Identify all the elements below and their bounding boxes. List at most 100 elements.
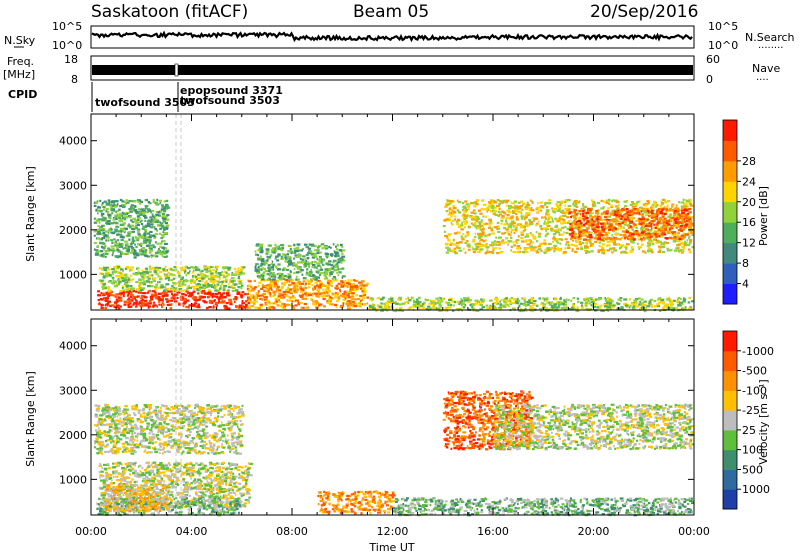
data-cell-p0-r0 bbox=[165, 250, 169, 253]
data-cell-p0-r7 bbox=[676, 298, 679, 301]
data-cell-p0-r5 bbox=[688, 251, 692, 254]
data-cell-p0-r5 bbox=[487, 233, 490, 237]
data-cell-p0-r5 bbox=[539, 242, 543, 245]
data-cell-p0-r6 bbox=[642, 213, 644, 216]
data-cell-p0-r0 bbox=[163, 255, 167, 258]
data-cell-p0-r2 bbox=[208, 270, 212, 273]
data-cell-p0-r7 bbox=[508, 298, 512, 301]
data-cell-p0-r6 bbox=[628, 212, 632, 215]
data-cell-p0-r5 bbox=[637, 246, 641, 249]
data-cell-p0-r3 bbox=[269, 293, 272, 296]
data-cell-p0-r7 bbox=[660, 299, 664, 302]
data-cell-p0-r5 bbox=[625, 247, 628, 250]
data-cell-p0-r3 bbox=[302, 280, 306, 283]
data-cell-p0-r1 bbox=[238, 305, 241, 308]
data-cell-p0-r3 bbox=[330, 303, 334, 306]
data-cell-p0-r1 bbox=[202, 290, 205, 293]
data-cell-p0-r5 bbox=[589, 218, 592, 221]
data-cell-p0-r2 bbox=[201, 269, 204, 272]
data-cell-p0-r4 bbox=[333, 250, 336, 253]
data-cell-p0-r3 bbox=[304, 297, 308, 300]
data-cell-p0-r7 bbox=[549, 308, 553, 311]
data-cell-p0-r5 bbox=[462, 233, 465, 236]
data-cell-p0-r3 bbox=[347, 283, 351, 286]
data-cell-p0-r5 bbox=[544, 220, 546, 223]
data-cell-p0-r4 bbox=[257, 249, 261, 252]
data-cell-p0-r5 bbox=[506, 209, 511, 212]
data-cell-p0-r5 bbox=[445, 202, 448, 205]
data-cell-p0-r4 bbox=[257, 254, 259, 257]
data-cell-p0-r3 bbox=[346, 294, 350, 297]
data-cell-p0-r5 bbox=[480, 238, 484, 242]
data-cell-p0-r5 bbox=[487, 226, 491, 229]
data-cell-p0-r2 bbox=[230, 285, 233, 288]
data-cell-p0-r2 bbox=[130, 266, 134, 269]
nave-dots: .... bbox=[756, 72, 769, 83]
data-cell-p0-r6 bbox=[600, 226, 604, 229]
data-cell-p0-r3 bbox=[347, 279, 350, 282]
data-cell-p0-r5 bbox=[594, 240, 598, 243]
data-cell-p0-r0 bbox=[130, 224, 135, 227]
data-cell-p0-r4 bbox=[271, 260, 274, 263]
data-cell-p0-r2 bbox=[238, 282, 243, 285]
data-cell-p0-r2 bbox=[198, 279, 201, 283]
data-cell-p0-r5 bbox=[488, 218, 492, 221]
data-cell-p0-r7 bbox=[610, 304, 612, 307]
data-cell-p0-r2 bbox=[235, 273, 239, 277]
data-cell-p0-r4 bbox=[289, 269, 292, 273]
data-cell-p0-r5 bbox=[474, 247, 479, 250]
data-cell-p0-r2 bbox=[192, 266, 197, 269]
data-cell-p0-r6 bbox=[671, 208, 675, 211]
data-cell-p0-r4 bbox=[314, 255, 318, 258]
data-cell-p0-r5 bbox=[558, 209, 561, 212]
data-cell-p0-r7 bbox=[438, 304, 442, 307]
data-cell-p0-r6 bbox=[609, 220, 611, 223]
data-cell-p0-r7 bbox=[489, 299, 493, 302]
data-cell-p0-r5 bbox=[613, 211, 616, 214]
data-cell-p0-r0 bbox=[98, 218, 102, 221]
data-cell-p0-r0 bbox=[95, 252, 100, 255]
data-cell-p0-r2 bbox=[231, 271, 234, 275]
data-cell-p0-r4 bbox=[258, 270, 261, 273]
data-cell-p0-r3 bbox=[366, 302, 369, 305]
data-cell-p0-r7 bbox=[643, 310, 647, 313]
data-cell-p0-r5 bbox=[545, 213, 547, 216]
data-cell-p0-r7 bbox=[498, 306, 503, 310]
data-cell-p0-r2 bbox=[152, 279, 156, 283]
data-cell-p0-r3 bbox=[262, 293, 267, 296]
data-cell-p0-r5 bbox=[471, 202, 474, 205]
data-cell-p0-r3 bbox=[322, 305, 326, 308]
data-cell-p0-r5 bbox=[571, 249, 574, 252]
data-cell-p0-r3 bbox=[331, 284, 333, 287]
data-cell-p0-r5 bbox=[648, 249, 653, 252]
data-cell-p0-r5 bbox=[498, 247, 501, 250]
data-cell-p0-r5 bbox=[601, 218, 604, 222]
data-cell-p0-r6 bbox=[599, 230, 603, 233]
data-cell-p0-r7 bbox=[435, 307, 438, 310]
data-cell-p0-r5 bbox=[467, 245, 471, 248]
data-cell-p0-r5 bbox=[623, 245, 628, 248]
data-cell-p0-r5 bbox=[465, 216, 468, 219]
data-cell-p0-r0 bbox=[119, 213, 123, 216]
data-cell-p0-r4 bbox=[316, 249, 320, 252]
data-cell-p0-r2 bbox=[112, 280, 116, 283]
data-cell-p0-r6 bbox=[622, 234, 626, 237]
data-cell-p0-r4 bbox=[318, 273, 322, 277]
data-cell-p0-r1 bbox=[146, 302, 149, 305]
data-cell-p0-r5 bbox=[458, 211, 461, 214]
data-cell-p0-r7 bbox=[415, 304, 419, 307]
data-cell-p0-r5 bbox=[598, 245, 601, 248]
data-cell-p0-r5 bbox=[644, 237, 648, 240]
data-cell-p0-r4 bbox=[323, 246, 325, 249]
data-cell-p0-r0 bbox=[136, 228, 141, 231]
data-cell-p0-r2 bbox=[190, 281, 193, 284]
data-cell-p0-r2 bbox=[203, 266, 208, 269]
data-cell-p0-r4 bbox=[256, 257, 261, 260]
data-cell-p0-r5 bbox=[650, 211, 654, 214]
data-cell-p0-r2 bbox=[150, 285, 154, 288]
data-cell-p0-r5 bbox=[453, 218, 457, 221]
data-cell-p0-r6 bbox=[610, 237, 613, 240]
data-cell-p0-r5 bbox=[618, 221, 622, 224]
data-cell-p0-r5 bbox=[475, 245, 480, 249]
data-cell-p0-r4 bbox=[254, 250, 257, 253]
